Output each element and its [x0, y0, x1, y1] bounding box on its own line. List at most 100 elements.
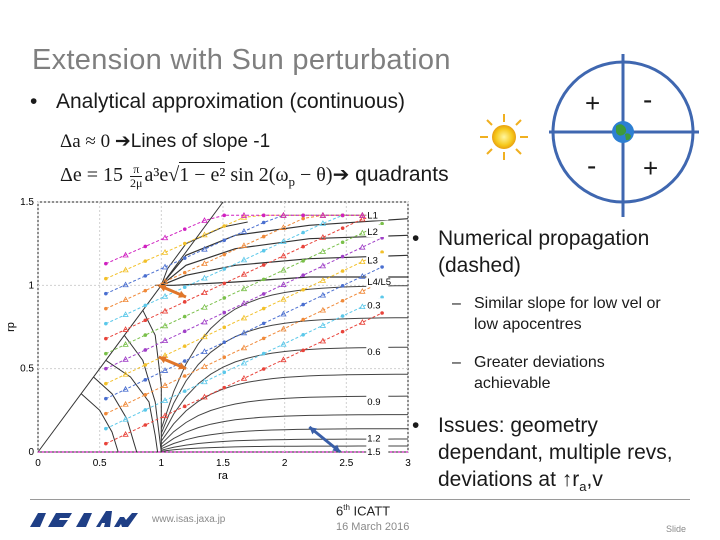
- equation-delta-e: Δe = 15 π 2μ a³e√1 − e² sin 2(ωp − θ)➔ qua…: [60, 161, 449, 190]
- series-marker: [359, 243, 366, 250]
- series-point: [182, 285, 187, 290]
- series-point: [340, 283, 345, 288]
- series-point: [143, 348, 148, 352]
- series-point: [340, 254, 345, 259]
- series-marker: [161, 322, 169, 329]
- issues-text-sub: a: [579, 479, 587, 495]
- series-marker: [319, 322, 327, 328]
- series-marker: [280, 238, 287, 245]
- curve-label-bg: [366, 275, 389, 287]
- series-marker: [161, 234, 169, 241]
- series-point: [261, 367, 266, 371]
- series-point: [104, 261, 108, 266]
- bullet-dot: •: [412, 414, 420, 437]
- sub-bullet-slope-text: Similar slope for low vel or low apocent…: [474, 295, 661, 333]
- series-marker: [240, 228, 248, 234]
- sun-icon: [480, 114, 528, 160]
- series-marker: [240, 270, 248, 277]
- series-point: [261, 306, 266, 311]
- series-point: [104, 306, 108, 311]
- series-point: [182, 227, 187, 231]
- equation-delta-a: Δa ≈ 0 ➔Lines of slope -1: [60, 130, 270, 153]
- quadrant-top-right: -: [643, 84, 653, 115]
- series-marker: [319, 248, 327, 254]
- series-marker: [122, 341, 129, 347]
- series-marker: [359, 229, 366, 236]
- series-line: [105, 214, 383, 340]
- series-marker: [122, 251, 129, 258]
- series-point: [261, 277, 266, 282]
- arrow-head: [332, 444, 341, 452]
- series-marker: [122, 281, 129, 288]
- curve-label: L1: [367, 210, 378, 221]
- series-marker: [319, 277, 327, 283]
- curve-fan: [105, 359, 159, 453]
- series-point: [182, 314, 187, 319]
- series-point: [340, 213, 345, 218]
- series-marker: [319, 234, 327, 240]
- series-point: [104, 381, 108, 386]
- series-marker: [122, 370, 129, 377]
- curve-label-bg: [366, 395, 389, 407]
- series-point: [301, 348, 305, 353]
- level-curve: [161, 428, 408, 450]
- series-point: [222, 296, 227, 300]
- curve-L2: [160, 234, 409, 286]
- series-marker: [280, 212, 287, 218]
- x-axis-label: ra: [218, 470, 229, 482]
- series-marker: [319, 337, 327, 344]
- x-tick-label: 3: [405, 458, 411, 469]
- eq2-sub: p: [288, 174, 296, 189]
- series-point: [222, 355, 227, 360]
- series-marker: [359, 288, 366, 294]
- series-point: [301, 287, 305, 292]
- curve-label: L3: [367, 255, 378, 266]
- series-marker: [240, 344, 248, 351]
- series-marker: [161, 367, 169, 373]
- issues-text-end: ,v: [586, 468, 603, 491]
- series-marker: [122, 385, 129, 392]
- series-marker: [201, 393, 208, 400]
- series-marker: [122, 311, 129, 317]
- series-point: [340, 226, 345, 230]
- series-marker: [201, 348, 208, 355]
- y-tick-label: 0: [28, 447, 34, 458]
- eq2-trig: sin 2(ω: [225, 164, 289, 186]
- series-point: [222, 252, 227, 257]
- bullet-dot: •: [30, 90, 38, 113]
- series-marker: [319, 262, 327, 269]
- curve-fan: [80, 393, 119, 453]
- series-marker: [319, 291, 327, 298]
- footer-url: www.isas.jaxa.jp: [152, 514, 226, 525]
- series-point: [340, 314, 345, 318]
- sub-bullet-dash: –: [452, 354, 461, 371]
- series-point: [261, 234, 266, 239]
- curve-L4L5: [155, 276, 408, 286]
- series-marker: [201, 318, 208, 325]
- bullet-numerical-text: Numerical propagation (dashed): [438, 227, 650, 277]
- series-marker: [240, 329, 248, 336]
- curve-label-bg: [366, 431, 389, 444]
- series-point: [340, 298, 345, 303]
- series-marker: [201, 378, 208, 385]
- series-line: [105, 281, 383, 415]
- footer-event-sup: th: [343, 503, 350, 512]
- series-point: [222, 213, 227, 218]
- series-point: [143, 393, 148, 397]
- series-marker: [161, 249, 169, 255]
- arrow-icon: ➔: [332, 164, 350, 186]
- series-marker: [280, 252, 287, 259]
- series-point: [143, 288, 148, 293]
- series-marker: [240, 314, 248, 321]
- series-point: [261, 321, 266, 326]
- x-tick-label: 0.5: [93, 458, 107, 469]
- eq2-trig-end: − θ): [295, 164, 333, 186]
- bullet-dot: •: [412, 227, 420, 250]
- eq2-frac-den: 2μ: [130, 175, 143, 190]
- series-marker: [319, 212, 327, 218]
- series-point: [143, 423, 148, 427]
- series-marker: [280, 325, 287, 332]
- series-marker: [161, 307, 169, 314]
- eq2-lead: Δe = 15: [60, 164, 124, 186]
- series-point: [222, 310, 227, 315]
